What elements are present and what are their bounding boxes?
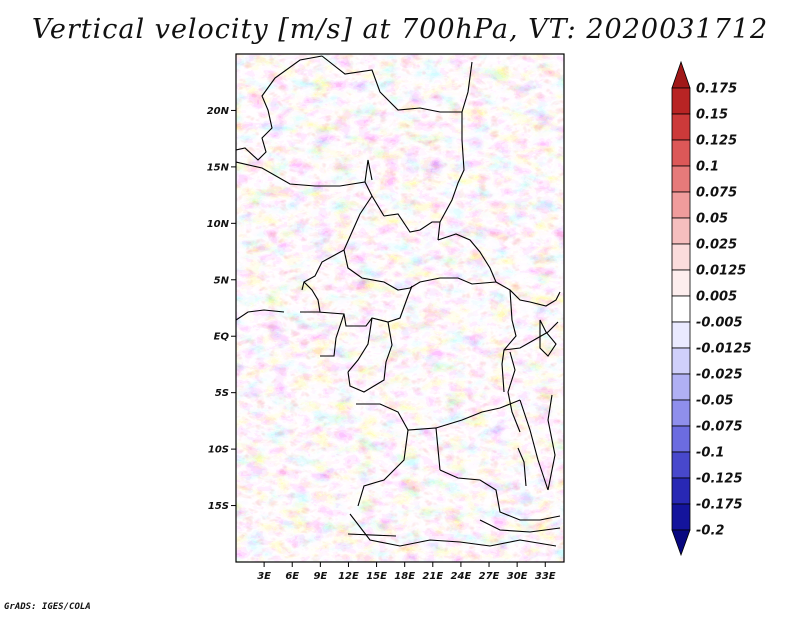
lon-tick-label: 6E	[285, 571, 299, 582]
colorbar-label: -0.005	[696, 316, 743, 331]
colorbar-label: -0.0125	[696, 342, 752, 357]
lon-tick-label: 18E	[394, 571, 415, 582]
colorbar-segment	[671, 347, 691, 375]
map-axis-ticks: 3E 6E 9E 12E 15E 18E 21E 24E 27E 30E 33E 20N 15N 10N 5…	[207, 106, 556, 582]
lon-tick-label: 9E	[313, 571, 327, 582]
colorbar-label: 0.125	[696, 134, 737, 149]
colorbar-segment	[671, 113, 691, 141]
grads-credit: GrADS: IGES/COLA	[4, 602, 91, 612]
colorbar-label: 0.0125	[696, 264, 746, 279]
colorbar-segment	[671, 139, 691, 167]
velocity-field	[236, 54, 564, 562]
map-frame	[235, 53, 565, 563]
lon-tick-label: 30E	[507, 571, 528, 582]
colorbar-segment	[671, 425, 691, 453]
country-borders	[236, 55, 561, 547]
lon-tick-label: 15E	[366, 571, 387, 582]
colorbar-label: 0.175	[696, 82, 737, 97]
lat-tick-label: 10N	[207, 219, 230, 230]
colorbar-label: -0.05	[696, 394, 733, 409]
chart-title: Vertical velocity [m/s] at 700hPa, VT: 2…	[31, 14, 769, 45]
colorbar-label: -0.025	[696, 368, 743, 383]
colorbar-label: -0.175	[696, 498, 743, 513]
colorbar-label: 0.075	[696, 186, 737, 201]
colorbar-segment	[671, 399, 691, 427]
colorbar-label: 0.05	[696, 212, 728, 227]
lat-tick-label: EQ	[214, 332, 230, 343]
colorbar-segment	[671, 87, 691, 115]
colorbar-segment	[671, 243, 691, 271]
colorbar: 0.175 0.15 0.125 0.1 0.075 0.05 0.025 0.0125 0.0…	[671, 60, 752, 557]
lat-tick-label: 20N	[207, 106, 230, 117]
lat-tick-label: 10S	[208, 445, 229, 456]
lon-tick-label: 24E	[451, 571, 472, 582]
colorbar-label: -0.1	[696, 446, 724, 461]
colorbar-label: 0.1	[696, 160, 719, 175]
colorbar-segment	[671, 191, 691, 219]
colorbar-segment	[671, 477, 691, 505]
colorbar-label: -0.075	[696, 420, 743, 435]
lat-tick-label: 5S	[215, 388, 229, 399]
colorbar-top-arrow	[671, 60, 691, 89]
lon-tick-label: 12E	[338, 571, 359, 582]
colorbar-label: 0.025	[696, 238, 737, 253]
colorbar-segment	[671, 503, 691, 531]
colorbar-label: 0.15	[696, 108, 728, 123]
lon-tick-label: 21E	[422, 571, 443, 582]
colorbar-label: 0.005	[696, 290, 737, 305]
lon-tick-label: 33E	[535, 571, 556, 582]
colorbar-segment	[671, 295, 691, 323]
colorbar-label: -0.125	[696, 472, 743, 487]
colorbar-label: -0.2	[696, 524, 724, 539]
lat-tick-label: 5N	[214, 275, 230, 286]
colorbar-bottom-arrow	[671, 529, 691, 557]
colorbar-segment	[671, 373, 691, 401]
colorbar-segment	[671, 321, 691, 349]
lat-tick-label: 15N	[207, 162, 230, 173]
lon-tick-label: 3E	[257, 571, 271, 582]
colorbar-segment	[671, 269, 691, 297]
lat-tick-label: 15S	[208, 501, 229, 512]
colorbar-segment	[671, 451, 691, 479]
colorbar-segment	[671, 165, 691, 193]
lon-tick-label: 27E	[479, 571, 500, 582]
colorbar-segment	[671, 217, 691, 245]
